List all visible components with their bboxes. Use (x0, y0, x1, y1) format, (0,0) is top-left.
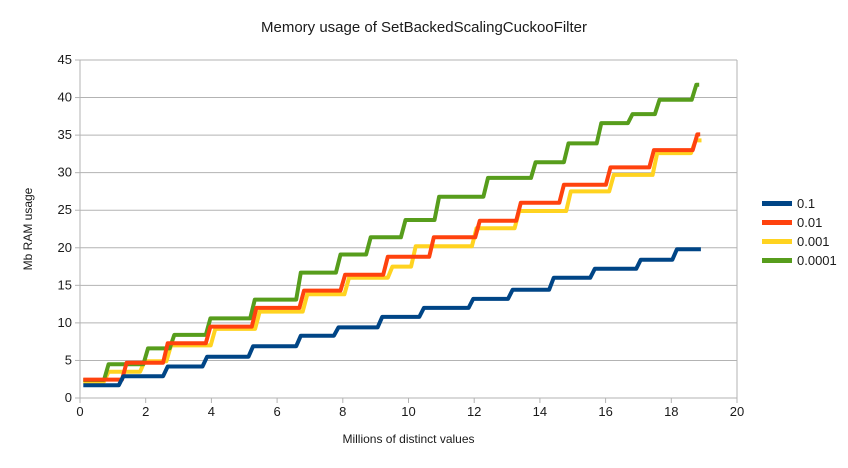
y-tick-label: 15 (58, 277, 72, 292)
series-line-0.001 (83, 138, 702, 384)
x-tick-label: 18 (664, 404, 678, 419)
x-tick-label: 4 (208, 404, 215, 419)
legend-swatch (762, 201, 792, 206)
legend-swatch (762, 239, 792, 244)
legend-swatch (762, 258, 792, 263)
y-tick-label: 40 (58, 90, 72, 105)
y-tick-label: 35 (58, 127, 72, 142)
legend-item-0.001: 0.001 (762, 234, 837, 249)
legend-label: 0.01 (797, 215, 823, 230)
chart-title: Memory usage of SetBackedScalingCuckooFi… (261, 19, 587, 36)
series-line-0.1 (83, 247, 701, 388)
y-tick-label: 45 (58, 52, 72, 67)
x-tick-label: 16 (598, 404, 612, 419)
y-axis-title: Mb RAM usage (21, 187, 35, 271)
legend-item-0.1: 0.1 (762, 196, 837, 211)
x-tick-label: 6 (273, 404, 280, 419)
legend-swatch (762, 220, 792, 225)
legend-item-0.01: 0.01 (762, 215, 837, 230)
legend-label: 0.0001 (797, 253, 837, 268)
legend: 0.1 0.01 0.001 0.0001 (762, 196, 837, 268)
legend-label: 0.1 (797, 196, 816, 211)
x-tick-label: 14 (533, 404, 547, 419)
series-line-0.0001 (83, 82, 700, 382)
y-tick-label: 25 (58, 202, 72, 217)
x-tick-label: 0 (76, 404, 83, 419)
series-line-0.01 (83, 132, 701, 382)
y-tick-label: 30 (58, 165, 72, 180)
x-tick-label: 12 (467, 404, 481, 419)
x-tick-label: 2 (142, 404, 149, 419)
y-tick-label: 10 (58, 315, 72, 330)
y-tick-label: 20 (58, 240, 72, 255)
x-tick-label: 8 (339, 404, 346, 419)
x-tick-label: 10 (401, 404, 415, 419)
y-tick-label: 0 (65, 390, 72, 405)
y-tick-label: 5 (65, 352, 72, 367)
x-axis-title: Millions of distinct values (342, 432, 475, 446)
legend-item-0.0001: 0.0001 (762, 253, 837, 268)
legend-label: 0.001 (797, 234, 830, 249)
x-tick-label: 20 (730, 404, 744, 419)
